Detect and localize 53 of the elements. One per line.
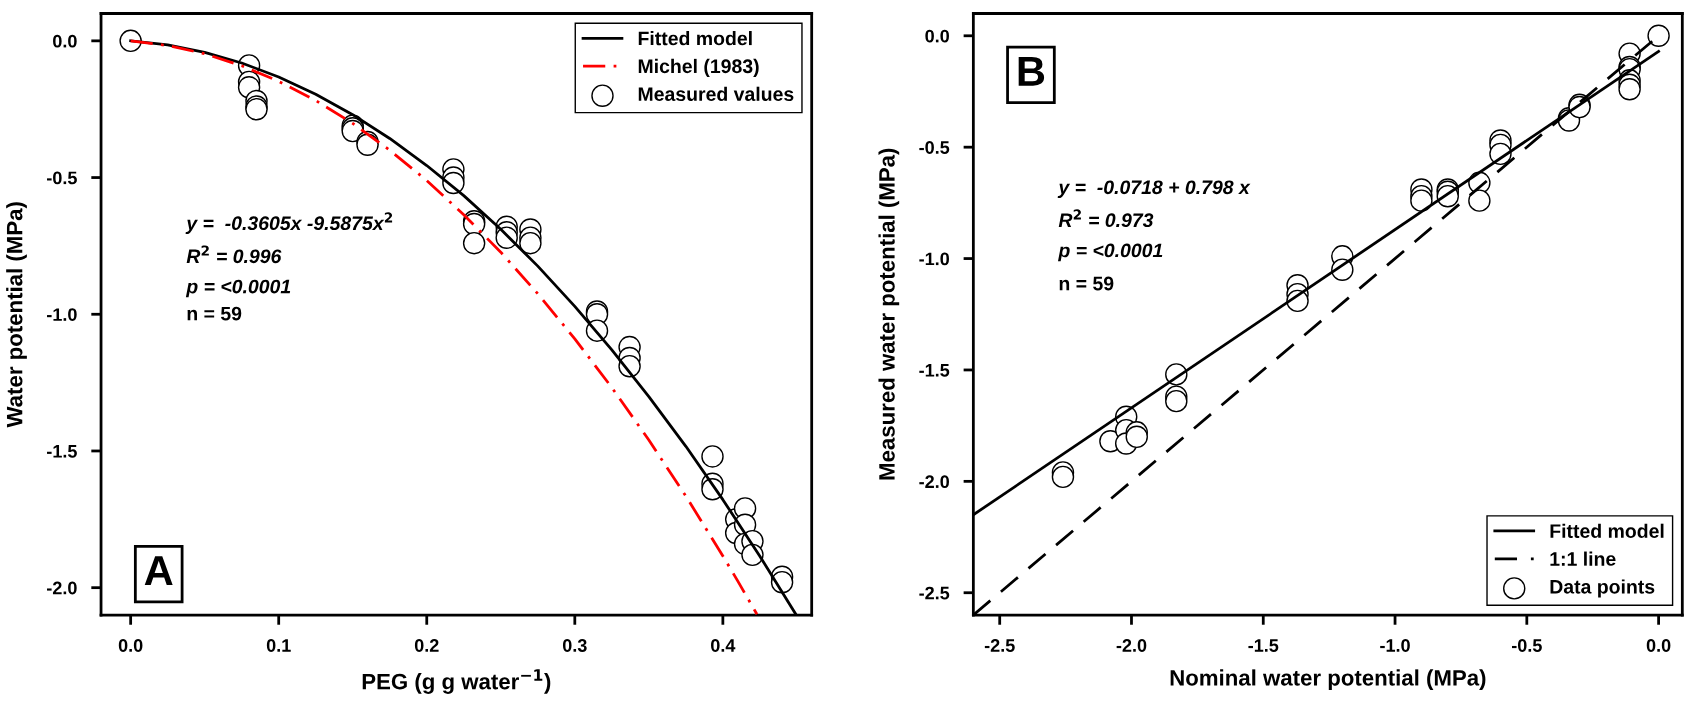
annotation: p = <0.0001 <box>185 279 291 298</box>
y-tick-label: 0.0 <box>53 34 77 48</box>
annotation: y = -0.3605x -9.5875x$^{2}$ <box>185 212 393 234</box>
point <box>462 231 486 255</box>
x-tick-label: -1.5 <box>1248 639 1279 652</box>
y-tick-label: -2.0 <box>919 475 949 489</box>
x-tick-label: 0.2 <box>414 639 439 652</box>
y-tick-label: -1.0 <box>47 308 77 321</box>
y-tick-label: -0.5 <box>47 171 77 185</box>
point <box>119 29 142 53</box>
x-tick-label: -1.0 <box>1380 639 1410 652</box>
y-axis-title: Measured water potential (MPa) <box>878 148 900 480</box>
legend-label: Data points <box>1550 579 1655 598</box>
annotation: R$^{2}$ = 0.996 <box>186 245 282 264</box>
legend-label: Fitted model <box>1550 523 1664 538</box>
y-tick-label: -1.5 <box>919 364 950 377</box>
annotation: A <box>144 556 173 585</box>
point <box>1618 78 1641 101</box>
y-tick-label: -2.5 <box>919 586 950 600</box>
x-tick-label: -2.5 <box>984 639 1015 652</box>
legend-label: Fitted model <box>638 31 752 46</box>
point <box>1468 189 1491 212</box>
x-tick-label: 0.3 <box>562 639 587 652</box>
annotation: R$^{2}$ = 0.973 <box>1058 209 1154 228</box>
legend-label: Michel (1983) <box>638 58 759 77</box>
y-axis-title: Water potential (MPa) <box>6 202 27 428</box>
point <box>701 445 724 468</box>
point <box>1051 465 1075 489</box>
x-axis-title: Nominal water potential (MPa) <box>1170 669 1486 691</box>
x-tick-label: 0.0 <box>118 639 143 652</box>
annotation: y = -0.0718 + 0.798 x <box>1057 180 1251 198</box>
point <box>1410 189 1433 212</box>
point <box>1647 24 1670 48</box>
y-tick-label: -1.5 <box>47 445 77 458</box>
point <box>519 231 542 255</box>
x-axis-title: PEG (g g water$^{−1}$) <box>362 669 551 694</box>
annotation: n = 59 <box>1059 276 1114 291</box>
x-tick-label: 0.4 <box>711 639 736 652</box>
y-tick-label: 0.0 <box>925 29 949 43</box>
y-tick-label: -1.0 <box>919 252 949 266</box>
point <box>1125 425 1148 449</box>
legend-label: 1:1 line <box>1550 551 1616 566</box>
annotation: B <box>1018 57 1045 86</box>
x-tick-label: 0.1 <box>266 639 291 652</box>
annotation: n = 59 <box>187 306 242 321</box>
point <box>1165 389 1188 413</box>
x-tick-label: -0.5 <box>1511 639 1542 652</box>
legend-label: Measured values <box>638 86 794 101</box>
x-tick-label: -2.0 <box>1116 639 1147 652</box>
x-tick-label: 0.0 <box>1646 639 1671 652</box>
y-tick-label: -0.5 <box>919 141 950 154</box>
y-tick-label: -2.0 <box>47 581 77 595</box>
annotation: p = <0.0001 <box>1058 243 1163 262</box>
